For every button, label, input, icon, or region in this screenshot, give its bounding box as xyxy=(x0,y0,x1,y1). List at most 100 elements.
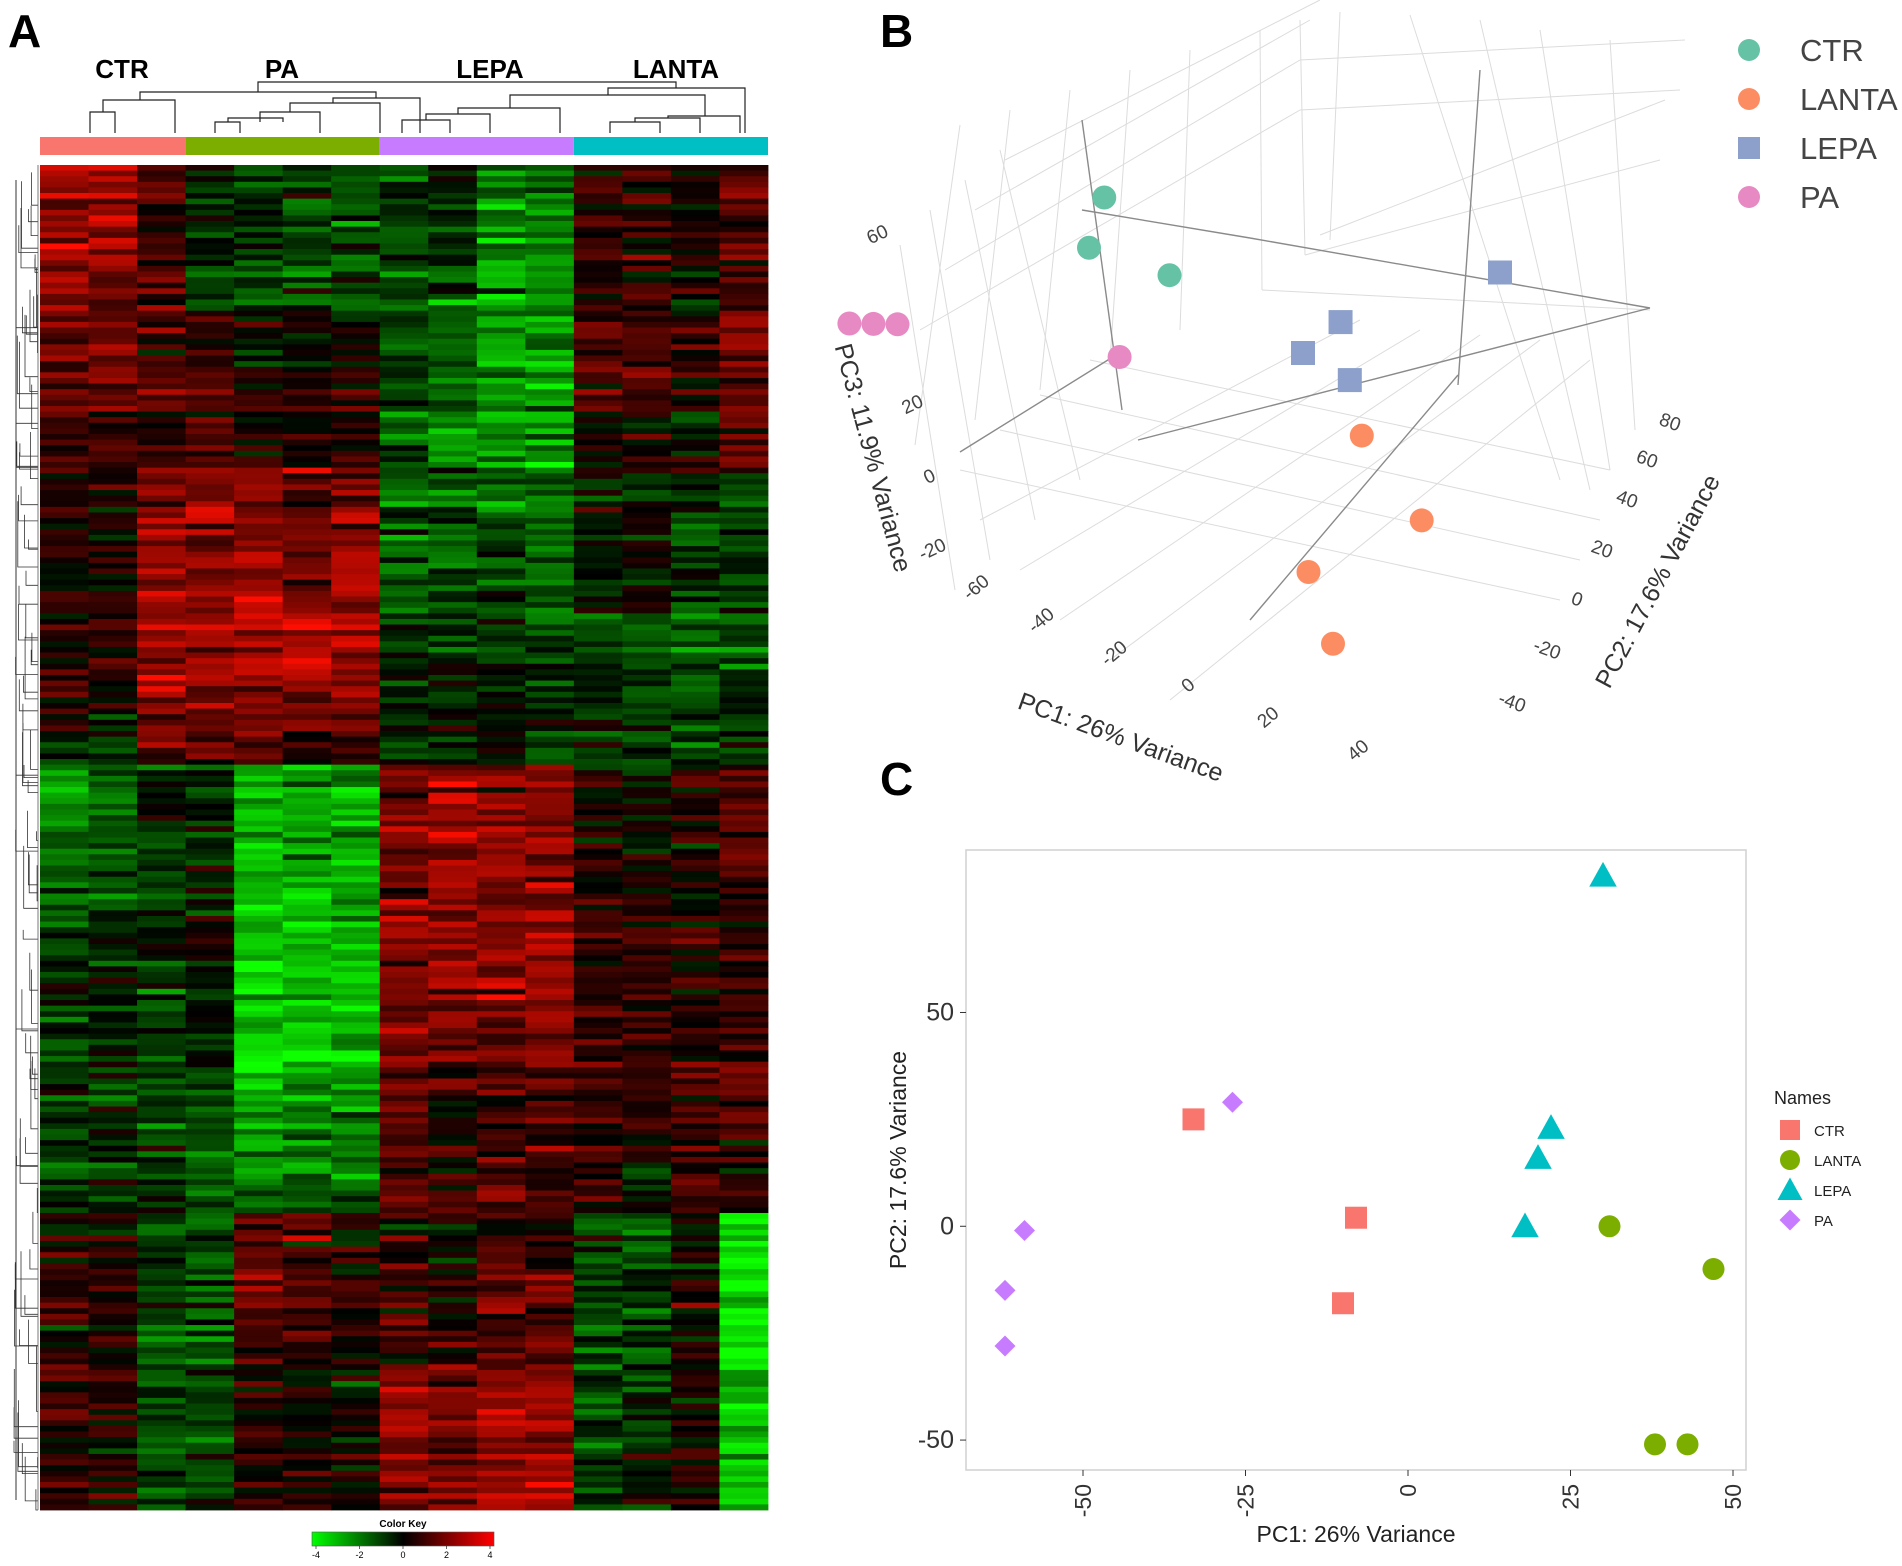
heatmap-cell xyxy=(428,803,478,810)
heatmap-cell xyxy=(670,1140,720,1147)
heatmap-cell xyxy=(282,1168,332,1175)
heatmap-cell xyxy=(137,568,186,575)
heatmap-cell xyxy=(282,361,332,368)
heatmap-cell xyxy=(719,1465,769,1472)
heatmap-cell xyxy=(476,305,526,312)
heatmap-cell xyxy=(88,204,138,211)
heatmap-cell xyxy=(88,764,138,771)
heatmap-cell xyxy=(185,613,235,620)
heatmap-cell xyxy=(88,293,138,300)
heatmap-cell xyxy=(670,658,720,665)
heatmap-cell xyxy=(137,803,186,810)
heatmap-cell xyxy=(137,1128,186,1135)
heatmap-cell xyxy=(428,1297,478,1304)
heatmap-cell xyxy=(573,377,623,384)
heatmap-cell xyxy=(88,1044,138,1051)
heatmap-cell xyxy=(331,994,381,1001)
heatmap-cell xyxy=(670,383,720,390)
heatmap-cell xyxy=(622,803,672,810)
heatmap-cell xyxy=(331,467,381,474)
heatmap-cell xyxy=(719,815,769,822)
heatmap-cell xyxy=(525,1196,575,1203)
heatmap-cell xyxy=(476,1369,526,1376)
heatmap-cell xyxy=(476,478,526,485)
heatmap-cell xyxy=(331,400,381,407)
heatmap-cell xyxy=(670,366,720,373)
heatmap-cell xyxy=(525,630,575,637)
heatmap-cell xyxy=(719,1095,769,1102)
heatmap-cell xyxy=(525,1022,575,1029)
heatmap-cell xyxy=(137,450,186,457)
heatmap-cell xyxy=(234,775,284,782)
heatmap-cell xyxy=(670,859,720,866)
heatmap-cell xyxy=(185,686,235,693)
heatmap-cell xyxy=(88,265,138,272)
heatmap-cell xyxy=(137,837,186,844)
heatmap-cell xyxy=(137,1280,186,1287)
x-tick-label: 0 xyxy=(1178,674,1200,697)
heatmap-cell xyxy=(40,781,89,788)
heatmap-cell xyxy=(670,282,720,289)
heatmap-cell xyxy=(282,428,332,435)
grid-line xyxy=(1299,19,1306,256)
heatmap-cell xyxy=(331,719,381,726)
heatmap-cell xyxy=(234,181,284,188)
heatmap-cell xyxy=(88,1179,138,1186)
heatmap-cell xyxy=(185,1325,235,1332)
axis-line xyxy=(1137,307,1651,441)
heatmap-cell xyxy=(670,551,720,558)
heatmap-cell xyxy=(379,747,429,754)
heatmap-cell xyxy=(185,977,235,984)
heatmap-cell xyxy=(185,1504,235,1511)
heatmap-cell xyxy=(331,299,381,306)
heatmap-cell xyxy=(282,1465,332,1472)
heatmap-cell xyxy=(88,658,138,665)
row-dendrogram-branch xyxy=(25,1137,38,1154)
heatmap-cell xyxy=(185,1330,235,1337)
x-axis-label: PC1: 26% Variance xyxy=(1256,1521,1455,1547)
heatmap-cell xyxy=(719,1431,769,1438)
heatmap-cell xyxy=(234,887,284,894)
heatmap-cell xyxy=(719,1123,769,1130)
heatmap-cell xyxy=(379,1465,429,1472)
heatmap-cell xyxy=(185,904,235,911)
heatmap-cell xyxy=(573,1235,623,1242)
heatmap-cell xyxy=(379,719,429,726)
heatmap-cell xyxy=(379,1190,429,1197)
heatmap-cell xyxy=(40,1341,89,1348)
heatmap-cell xyxy=(428,719,478,726)
heatmap-cell xyxy=(40,585,89,592)
heatmap-cell xyxy=(88,456,138,463)
heatmap-cell xyxy=(137,1117,186,1124)
heatmap-cell xyxy=(428,529,478,536)
heatmap-cell xyxy=(525,613,575,620)
heatmap-cell xyxy=(185,501,235,508)
heatmap-cell xyxy=(234,506,284,513)
heatmap-cell xyxy=(331,1381,381,1388)
heatmap-cell xyxy=(476,1442,526,1449)
heatmap-cell xyxy=(428,613,478,620)
heatmap-cell xyxy=(379,1481,429,1488)
heatmap-cell xyxy=(234,193,284,200)
heatmap-cell xyxy=(670,988,720,995)
heatmap-cell xyxy=(622,1414,672,1421)
row-dendrogram-branch xyxy=(29,1068,38,1080)
heatmap-cell xyxy=(137,512,186,519)
heatmap-cell xyxy=(379,467,429,474)
heatmap-cell xyxy=(573,473,623,480)
heatmap-cell xyxy=(719,1448,769,1455)
row-dendrogram-branch xyxy=(24,1456,38,1502)
heatmap-cell xyxy=(234,1425,284,1432)
heatmap-cell xyxy=(719,372,769,379)
heatmap-cell xyxy=(282,1162,332,1169)
heatmap-cell xyxy=(622,428,672,435)
heatmap-cell xyxy=(137,590,186,597)
heatmap-cell xyxy=(234,417,284,424)
heatmap-cell xyxy=(88,1134,138,1141)
heatmap-cell xyxy=(622,1297,672,1304)
row-dendrogram-branch xyxy=(24,1295,38,1315)
heatmap-cell xyxy=(622,394,672,401)
heatmap-cell xyxy=(719,277,769,284)
heatmap-cell xyxy=(40,462,89,469)
heatmap-cell xyxy=(88,910,138,917)
